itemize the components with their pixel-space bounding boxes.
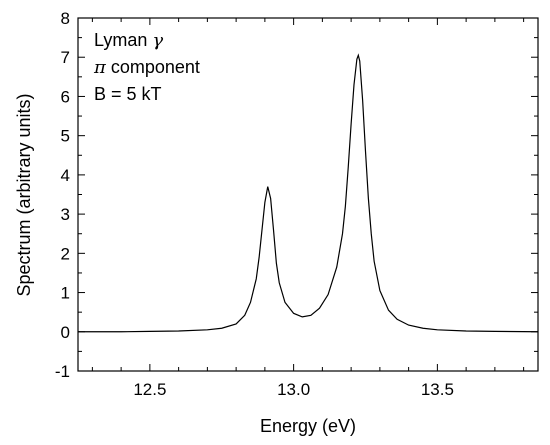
x-tick-label: 13.5 <box>421 380 454 399</box>
y-tick-label: 7 <box>61 48 70 67</box>
annotation-1-text: Lyman <box>94 30 152 50</box>
annotation-line-1: Lyman γ <box>94 30 163 51</box>
x-tick-label: 12.5 <box>133 380 166 399</box>
annotation-2-text: component <box>106 57 200 77</box>
y-tick-label: -1 <box>55 362 70 381</box>
y-tick-label: 8 <box>61 9 70 28</box>
y-tick-label: 3 <box>61 205 70 224</box>
x-tick-label: 13.0 <box>277 380 310 399</box>
pi-symbol: π <box>93 57 107 78</box>
tick-labels: -1 0 1 2 3 4 5 6 7 8 12.5 13.0 13.5 <box>55 9 454 399</box>
y-tick-label: 2 <box>61 244 70 263</box>
series-line <box>78 53 539 333</box>
y-tick-label: 4 <box>61 166 70 185</box>
y-tick-label: 0 <box>61 323 70 342</box>
x-axis-title: Energy (eV) <box>260 416 356 436</box>
y-tick-label: 6 <box>61 87 70 106</box>
axes-ticks <box>78 17 538 372</box>
y-tick-label: 1 <box>61 284 70 303</box>
annotation-line-3: B = 5 kT <box>94 84 162 104</box>
y-tick-label: 5 <box>61 127 70 146</box>
y-axis-title: Spectrum (arbitrary units) <box>14 93 34 296</box>
annotation-line-2: π component <box>93 57 200 78</box>
gamma-symbol: γ <box>152 30 163 51</box>
